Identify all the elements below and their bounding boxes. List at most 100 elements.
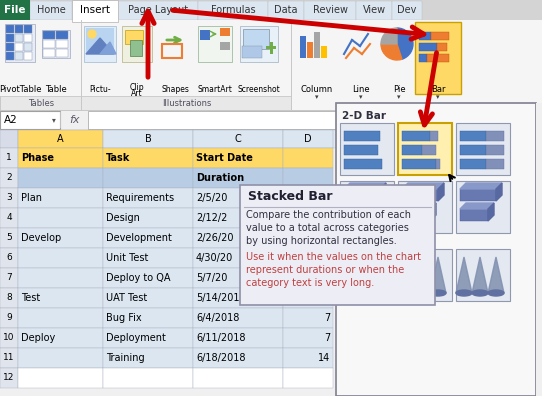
Bar <box>340 123 394 175</box>
Bar <box>456 181 510 233</box>
Ellipse shape <box>398 290 414 296</box>
Bar <box>460 209 488 221</box>
Bar <box>0 208 18 228</box>
Text: ▾: ▾ <box>397 94 401 100</box>
Bar <box>283 348 333 368</box>
Ellipse shape <box>456 290 472 296</box>
Text: 21: 21 <box>318 293 330 303</box>
Bar <box>0 228 18 248</box>
Text: Training: Training <box>106 353 145 363</box>
Text: 6/4/2018: 6/4/2018 <box>196 313 240 323</box>
Bar <box>5 24 35 62</box>
Bar <box>18 328 103 348</box>
Bar <box>103 308 193 328</box>
Polygon shape <box>488 203 494 221</box>
Bar <box>283 130 333 148</box>
Bar <box>402 131 430 141</box>
Ellipse shape <box>414 290 430 296</box>
Text: Develop: Develop <box>21 233 61 243</box>
Text: PivotTable: PivotTable <box>0 84 41 93</box>
Text: 14: 14 <box>318 353 330 363</box>
Polygon shape <box>460 203 494 209</box>
Bar <box>292 20 542 110</box>
Bar <box>415 22 461 94</box>
Bar <box>270 42 273 54</box>
Polygon shape <box>344 183 386 189</box>
Polygon shape <box>472 257 488 293</box>
Text: 4: 4 <box>6 213 12 223</box>
Text: A: A <box>57 134 64 144</box>
Bar <box>193 348 283 368</box>
Bar <box>240 185 435 305</box>
Bar <box>103 188 193 208</box>
Bar <box>18 228 103 248</box>
Bar <box>220 28 230 36</box>
Bar <box>0 148 18 168</box>
Bar <box>298 22 336 94</box>
Bar <box>0 288 18 308</box>
Text: Start Date: Start Date <box>196 153 253 163</box>
Polygon shape <box>414 257 430 293</box>
Bar <box>43 40 55 48</box>
Bar <box>130 40 142 56</box>
Bar <box>0 111 60 129</box>
Bar <box>283 288 333 308</box>
Bar <box>84 26 116 62</box>
Bar <box>380 22 418 94</box>
Text: Page Layout: Page Layout <box>128 5 188 15</box>
Bar <box>56 49 68 57</box>
Bar <box>6 25 14 33</box>
Text: Tables: Tables <box>28 99 54 107</box>
Bar <box>283 268 333 288</box>
Bar <box>344 209 372 221</box>
Wedge shape <box>397 28 413 59</box>
Bar <box>340 181 394 233</box>
Bar <box>193 168 283 188</box>
Bar <box>0 188 18 208</box>
Text: Stacked Bar: Stacked Bar <box>248 190 332 204</box>
Text: Screenshot: Screenshot <box>237 84 280 93</box>
Bar <box>6 43 14 51</box>
Bar <box>437 43 447 51</box>
Ellipse shape <box>488 290 504 296</box>
Text: 2/26/20: 2/26/20 <box>196 233 234 243</box>
Text: Data: Data <box>274 5 298 15</box>
Bar <box>193 188 283 208</box>
Bar <box>0 20 542 110</box>
Bar <box>0 130 18 148</box>
Bar <box>300 36 306 58</box>
Bar <box>18 368 103 388</box>
Bar <box>103 168 193 188</box>
Bar <box>24 52 32 60</box>
Text: Task: Task <box>106 153 131 163</box>
Bar <box>0 168 18 188</box>
Text: Review: Review <box>313 5 347 15</box>
Ellipse shape <box>340 290 356 296</box>
Bar <box>336 103 536 396</box>
Bar <box>125 30 143 44</box>
Bar <box>18 188 103 208</box>
Bar <box>193 368 283 388</box>
Bar <box>344 131 380 141</box>
Text: Pictu-: Pictu- <box>89 84 111 93</box>
Bar <box>402 189 438 201</box>
Bar <box>18 268 103 288</box>
Text: Plan: Plan <box>21 193 42 203</box>
Bar <box>15 43 23 51</box>
Text: Table: Table <box>45 84 67 93</box>
Text: Duration: Duration <box>196 173 244 183</box>
Bar <box>402 209 430 221</box>
Bar <box>24 34 32 42</box>
Bar <box>460 145 486 155</box>
Text: 4/30/20: 4/30/20 <box>196 253 233 263</box>
Bar <box>193 148 283 168</box>
Text: Compare the contribution of each: Compare the contribution of each <box>246 210 411 220</box>
Text: 12: 12 <box>3 373 15 383</box>
Bar <box>15 25 23 33</box>
Bar <box>103 228 193 248</box>
Text: Use it when the values on the chart: Use it when the values on the chart <box>246 252 421 262</box>
Bar <box>283 228 333 248</box>
Bar <box>56 31 68 39</box>
Bar <box>0 20 82 96</box>
Bar <box>0 0 30 20</box>
